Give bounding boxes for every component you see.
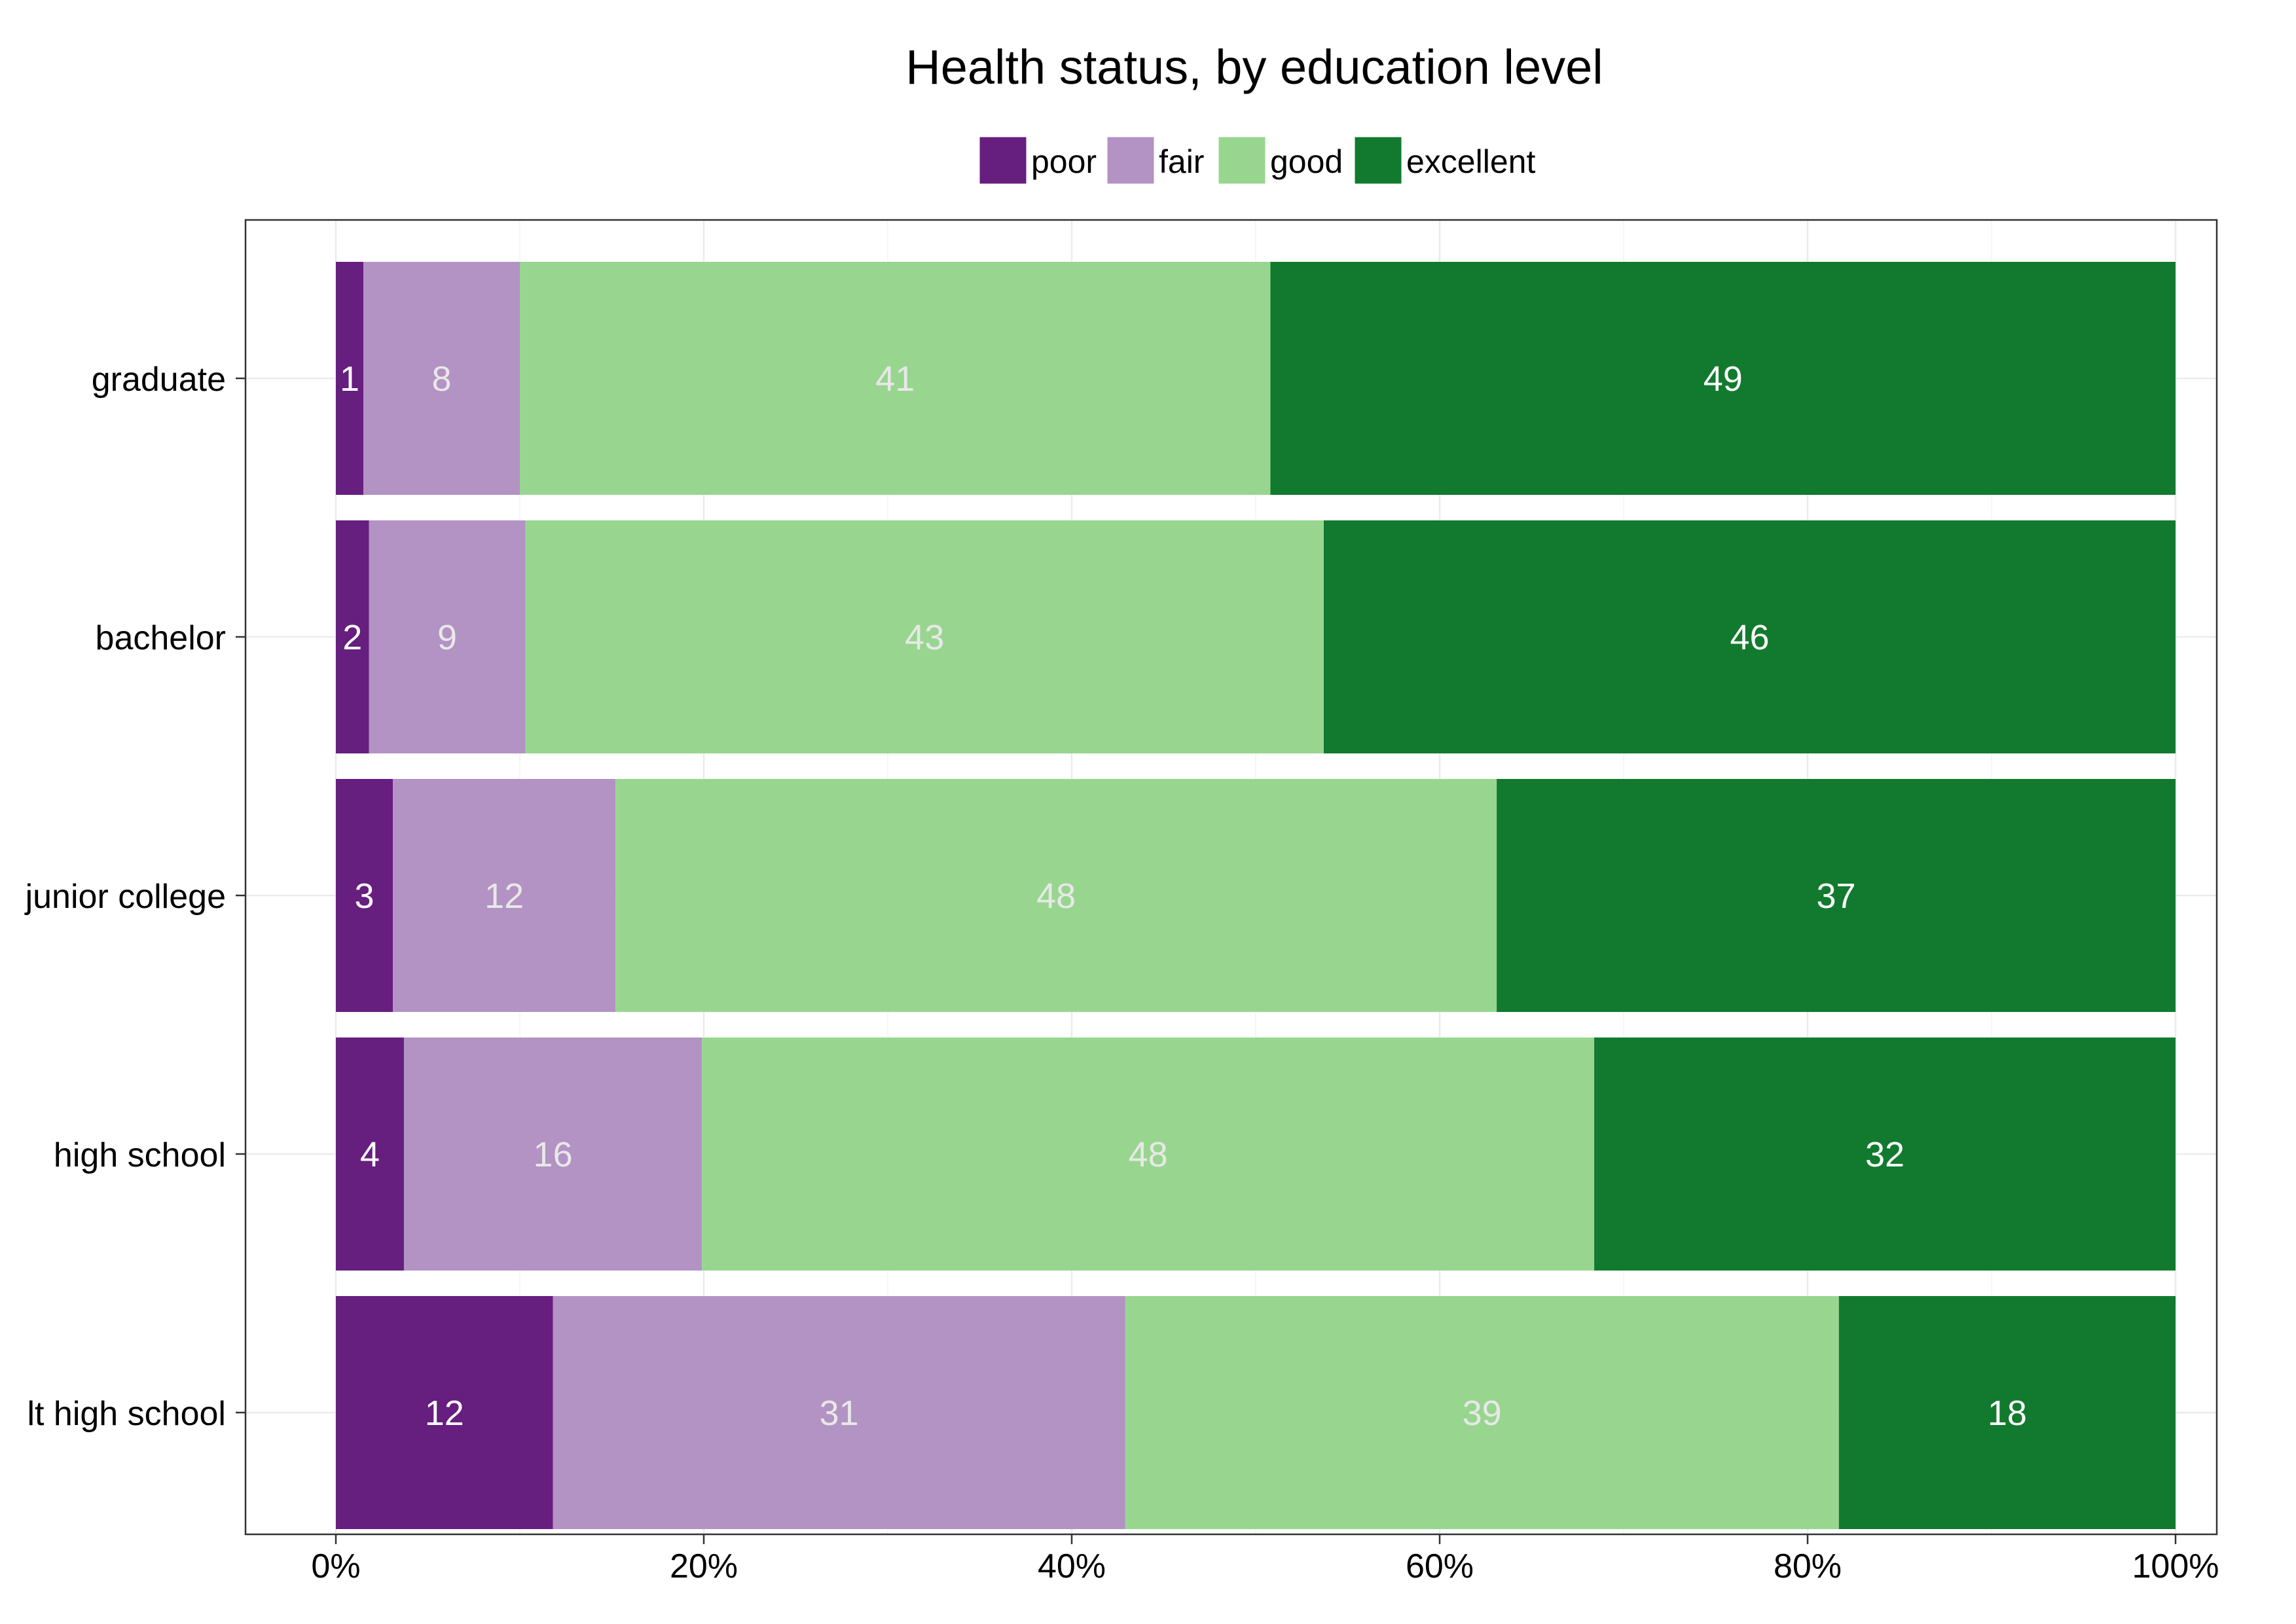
data-label: 31 — [819, 1394, 858, 1433]
data-label: 48 — [1036, 876, 1076, 916]
x-tick-label: 0% — [311, 1547, 360, 1585]
bar-segment-fair — [363, 262, 520, 495]
legend-key-good — [1216, 135, 1267, 186]
bar-segment-good — [520, 262, 1271, 495]
bar-segment-good — [615, 779, 1497, 1012]
legend-label: good — [1270, 143, 1343, 180]
data-label: 41 — [875, 359, 915, 399]
data-label: 49 — [1704, 359, 1743, 399]
bar-segment-excellent — [1270, 262, 2176, 495]
data-label: 4 — [360, 1135, 380, 1174]
bar-segment-poor — [336, 262, 364, 495]
bar-segment-good — [702, 1038, 1595, 1271]
data-label: 46 — [1730, 618, 1769, 657]
bar-segment-good — [1125, 1296, 1839, 1529]
y-tick-label: graduate — [92, 361, 226, 399]
bar-segment-excellent — [1323, 520, 2176, 753]
y-tick-label: bachelor — [96, 619, 226, 657]
data-label: 8 — [432, 359, 452, 399]
data-label: 18 — [1988, 1394, 2027, 1433]
legend-key-poor — [977, 135, 1029, 186]
data-label: 1 — [340, 359, 359, 399]
bar-segment-poor — [336, 1296, 553, 1529]
bar-segment-excellent — [1838, 1296, 2176, 1529]
bar-segment-fair — [553, 1296, 1125, 1529]
plot-border — [244, 219, 2218, 1536]
y-tick-label: lt high school — [27, 1395, 226, 1433]
bar-segment-fair — [393, 779, 616, 1012]
data-label: 16 — [534, 1135, 573, 1174]
data-label: 3 — [355, 876, 374, 916]
legend-label: excellent — [1406, 143, 1535, 180]
chart-title: Health status, by education level — [905, 40, 1603, 94]
legend-key-fair — [1105, 135, 1156, 186]
x-tick-label: 100% — [2132, 1547, 2219, 1585]
x-tick-label: 80% — [1774, 1547, 1842, 1585]
x-tick-label: 20% — [670, 1547, 738, 1585]
data-label: 32 — [1865, 1135, 1904, 1174]
bar-segment-poor — [336, 520, 369, 753]
bar-segment-poor — [336, 1038, 404, 1271]
data-label: 39 — [1463, 1394, 1502, 1433]
data-label: 12 — [425, 1394, 464, 1433]
bar-segment-fair — [403, 1038, 702, 1271]
data-label: 43 — [905, 618, 944, 657]
y-tick-label: junior college — [24, 878, 226, 916]
data-label: 2 — [342, 618, 362, 657]
x-tick-label: 60% — [1406, 1547, 1474, 1585]
data-label: 48 — [1129, 1135, 1168, 1174]
legend-label: fair — [1159, 143, 1204, 180]
data-label: 9 — [437, 618, 457, 657]
data-label: 37 — [1817, 876, 1856, 916]
x-axis: 0% 20% 40% 60% 80% 100% — [311, 1534, 2219, 1585]
legend: poor fair good excellent — [977, 135, 1535, 186]
bar-segment-poor — [336, 779, 393, 1012]
bars — [336, 262, 2176, 1529]
bar-segment-excellent — [1497, 779, 2176, 1012]
y-tick-label: high school — [54, 1136, 226, 1174]
bar-segment-good — [525, 520, 1324, 753]
bar-segment-excellent — [1594, 1038, 2176, 1271]
legend-label: poor — [1031, 143, 1097, 180]
y-axis: graduate bachelor junior college high schoo… — [24, 361, 246, 1433]
x-tick-label: 40% — [1038, 1547, 1106, 1585]
legend-key-excellent — [1353, 135, 1404, 186]
bar-segment-fair — [369, 520, 526, 753]
data-label: 12 — [484, 876, 524, 916]
